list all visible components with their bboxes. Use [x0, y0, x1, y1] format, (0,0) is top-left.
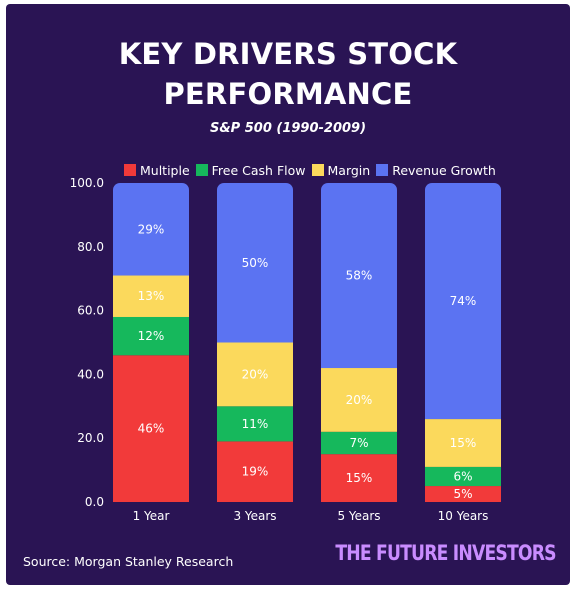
y-tick-label: 60.0 [77, 304, 104, 318]
bar-segment-multiple [321, 454, 397, 502]
title-line-1: KEY DRIVERS STOCK [118, 37, 458, 71]
bar-segment-revenue-growth [425, 183, 501, 420]
bar-segment-margin [113, 275, 189, 317]
y-tick-label: 40.0 [77, 367, 104, 381]
data-label-revenue-growth: 50% [242, 256, 269, 270]
bar-stack-3 [425, 183, 501, 502]
y-tick-label: 20.0 [77, 431, 104, 445]
bar-segment-multiple [425, 486, 501, 502]
brand-logo-text: THE FUTURE INVESTORS [335, 541, 557, 565]
bar-segment-revenue-growth [113, 183, 189, 276]
legend-label-free-cash-flow: Free Cash Flow [211, 162, 306, 178]
legend-swatch-margin [311, 164, 324, 176]
bar-segment-free-cash-flow [425, 466, 501, 487]
legend-label-margin: Margin [327, 162, 371, 178]
legend-item-margin: Margin [311, 162, 371, 178]
bar-segment-multiple [113, 355, 189, 502]
legend-label-multiple: Multiple [140, 162, 190, 178]
data-label-margin: 20% [242, 367, 269, 381]
bar-segment-margin [425, 419, 501, 467]
bar-segment-revenue-growth [217, 183, 293, 343]
data-label-revenue-growth: 29% [138, 222, 165, 236]
y-tick-label: 0.0 [85, 495, 104, 509]
bar-segment-free-cash-flow [321, 431, 397, 455]
chart-title: KEY DRIVERS STOCK PERFORMANCE [0, 34, 576, 114]
x-tick-label: 10 Years [438, 509, 489, 523]
data-label-multiple: 5% [453, 487, 472, 501]
baseline-mask [110, 502, 510, 508]
legend: Multiple Free Cash Flow Margin Revenue G… [124, 162, 496, 178]
data-label-free-cash-flow: 11% [242, 417, 269, 431]
x-tick-label: 5 Years [337, 509, 380, 523]
legend-label-revenue-growth: Revenue Growth [392, 162, 496, 178]
legend-swatch-free-cash-flow [195, 164, 208, 176]
data-label-revenue-growth: 58% [346, 269, 373, 283]
bar-segment-margin [321, 368, 397, 432]
data-label-revenue-growth: 74% [450, 294, 477, 308]
data-label-margin: 20% [346, 393, 373, 407]
y-tick-label: 100.0 [70, 176, 104, 190]
data-label-multiple: 19% [242, 465, 269, 479]
bar-segment-free-cash-flow [113, 316, 189, 356]
legend-item-free-cash-flow: Free Cash Flow [195, 162, 306, 178]
source-note: Source: Morgan Stanley Research [23, 554, 234, 569]
legend-item-multiple: Multiple [124, 163, 190, 178]
bar-stack-1 [217, 183, 293, 502]
bar-segment-margin [217, 342, 293, 407]
chart-subtitle: S&P 500 (1990-2009) [209, 121, 367, 136]
bar-segment-free-cash-flow [217, 406, 293, 442]
data-label-free-cash-flow: 7% [349, 436, 368, 450]
data-label-margin: 15% [450, 436, 477, 450]
bar-segment-revenue-growth [321, 183, 397, 369]
bar-stack-2 [321, 183, 397, 502]
x-tick-label: 3 Years [233, 509, 276, 523]
data-label-margin: 13% [138, 289, 165, 303]
bar-segment-multiple [217, 441, 293, 502]
legend-swatch-revenue-growth [376, 164, 389, 176]
legend-swatch-multiple [124, 164, 136, 176]
legend-item-revenue-growth: Revenue Growth [376, 163, 496, 178]
title-line-2: PERFORMANCE [163, 77, 413, 111]
y-tick-label: 80.0 [77, 240, 104, 254]
bar-stack-0 [113, 183, 189, 502]
data-label-free-cash-flow: 12% [138, 329, 165, 343]
x-tick-label: 1 Year [133, 509, 170, 523]
data-label-multiple: 15% [346, 471, 373, 485]
data-label-free-cash-flow: 6% [453, 469, 472, 483]
data-label-multiple: 46% [138, 422, 165, 436]
